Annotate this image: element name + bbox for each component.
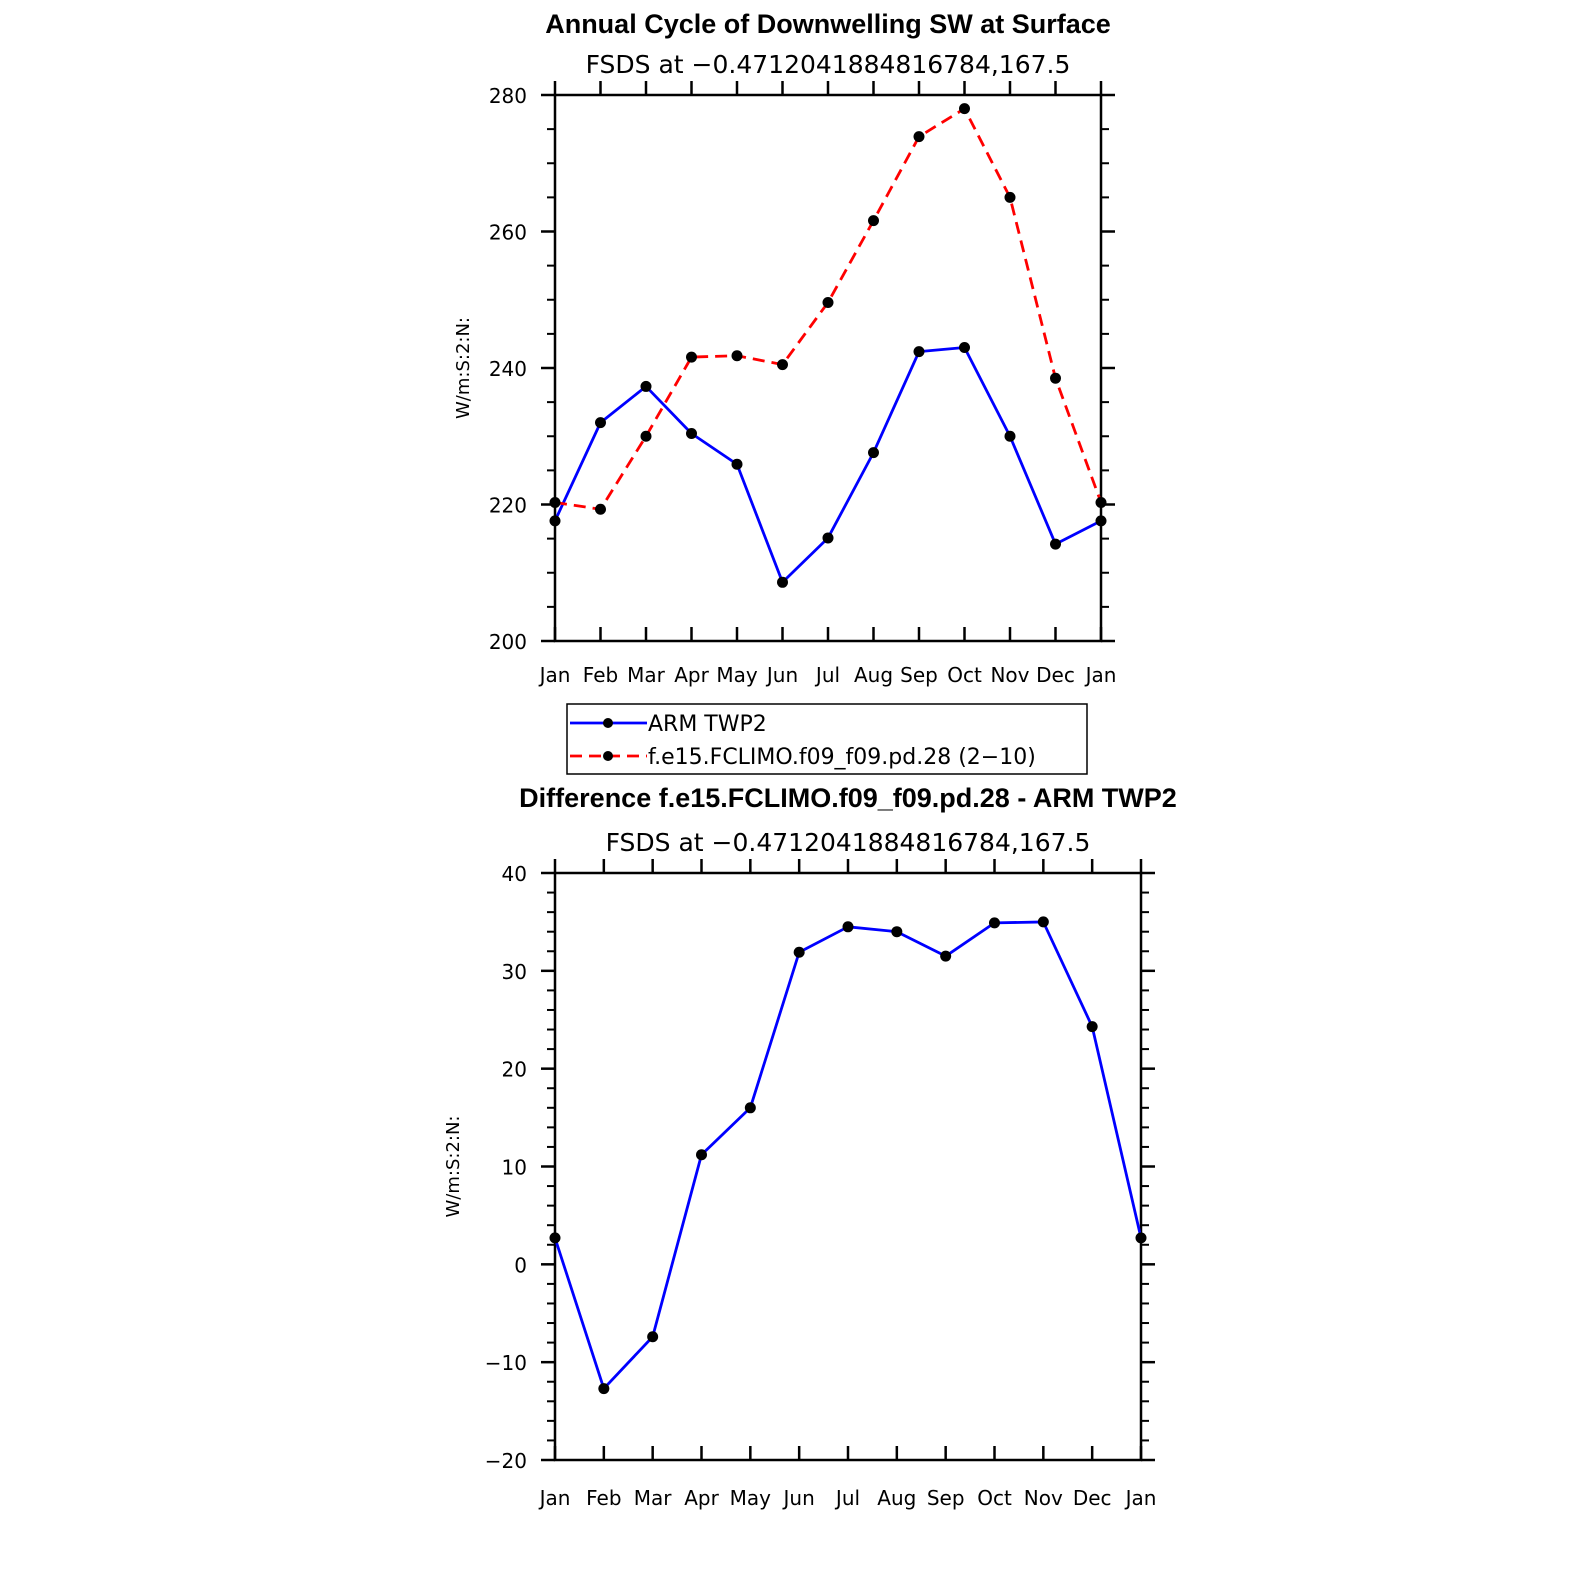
legend-marker: [603, 751, 613, 761]
data-point: [1095, 515, 1107, 527]
x-tick-label: Sep: [927, 1486, 965, 1510]
plot-frame: [553, 871, 1143, 1462]
x-tick-label: Jul: [814, 663, 840, 687]
x-tick-label: Oct: [947, 663, 982, 687]
x-tick-label: Jul: [834, 1486, 860, 1510]
data-point: [913, 131, 925, 143]
data-point: [640, 380, 652, 392]
x-tick-label: Feb: [583, 663, 618, 687]
y-tick-label: 260: [489, 221, 527, 245]
y-axis-label: W/m:S:2:N:: [453, 317, 474, 419]
data-point: [959, 103, 970, 115]
x-tick-label: Dec: [1036, 663, 1075, 687]
data-point: [686, 351, 697, 363]
chart-title: Difference f.e15.FCLIMO.f09_f09.pd.28 - …: [519, 783, 1177, 813]
legend-label: f.e15.FCLIMO.f09_f09.pd.28 (2−10): [648, 745, 1036, 770]
y-tick-label: −20: [485, 1449, 527, 1473]
y-tick-label: 0: [514, 1253, 527, 1277]
data-point: [731, 458, 743, 470]
y-tick-label: −10: [485, 1351, 527, 1375]
x-tick-label: Jan: [1084, 663, 1117, 687]
x-tick-label: May: [716, 663, 758, 687]
data-point: [822, 532, 834, 544]
series-line-1: [554, 107, 1103, 511]
y-tick-label: 200: [489, 630, 527, 654]
x-tick-label: Jun: [765, 663, 798, 687]
x-tick-label: Nov: [1024, 1486, 1063, 1510]
x-tick-label: Jan: [1124, 1486, 1157, 1510]
x-tick-label: Jun: [782, 1486, 815, 1510]
series-line-0: [553, 920, 1143, 1390]
data-point: [868, 215, 879, 227]
data-point: [744, 1102, 756, 1114]
data-point: [549, 496, 561, 508]
x-tick-label: Nov: [990, 663, 1029, 687]
x-tick-label: Mar: [627, 663, 666, 687]
x-tick-label: Dec: [1073, 1486, 1112, 1510]
data-point: [989, 917, 1000, 929]
y-tick-label: 40: [502, 862, 527, 886]
data-point: [1095, 496, 1107, 508]
data-point: [777, 576, 788, 588]
y-tick-label: 220: [489, 494, 527, 518]
data-point: [842, 921, 854, 933]
data-point: [1004, 191, 1016, 203]
y-tick-label: 240: [489, 357, 527, 381]
y-tick-label: 280: [489, 84, 527, 108]
data-point: [777, 359, 788, 371]
x-tick-label: Apr: [684, 1486, 719, 1510]
data-point: [595, 417, 606, 429]
data-point: [1037, 916, 1049, 928]
x-tick-label: Mar: [634, 1486, 673, 1510]
x-tick-label: Aug: [877, 1486, 916, 1510]
data-point: [868, 447, 879, 459]
plot-frame: [553, 93, 1103, 643]
data-point: [1086, 1021, 1098, 1033]
chart-subtitle: FSDS at −0.4712041884816784,167.5: [606, 828, 1091, 857]
data-point: [647, 1331, 659, 1343]
x-tick-label: Jan: [538, 1486, 571, 1510]
y-tick-label: 20: [502, 1058, 527, 1082]
data-point: [891, 926, 903, 938]
data-point: [731, 350, 743, 362]
data-point: [598, 1383, 610, 1395]
x-tick-label: Jan: [538, 663, 571, 687]
data-point: [640, 430, 652, 442]
x-tick-label: Aug: [854, 663, 893, 687]
data-point: [822, 296, 834, 308]
legend-marker: [603, 718, 613, 728]
data-point: [1050, 372, 1061, 384]
chart-title: Annual Cycle of Downwelling SW at Surfac…: [545, 9, 1111, 39]
series-line-0: [553, 346, 1102, 584]
x-tick-label: Apr: [674, 663, 709, 687]
data-point: [1004, 430, 1016, 442]
y-axis-label: W/m:S:2:N:: [443, 1116, 464, 1218]
y-tick-label: 30: [502, 960, 527, 984]
data-point: [595, 503, 606, 515]
data-point: [549, 515, 561, 527]
data-point: [959, 342, 970, 354]
y-tick-label: 10: [502, 1156, 527, 1180]
data-point: [913, 346, 925, 358]
data-point: [696, 1149, 707, 1161]
data-point: [1050, 538, 1061, 550]
x-tick-label: Sep: [900, 663, 938, 687]
data-point: [793, 946, 805, 958]
legend-label: ARM TWP2: [648, 712, 767, 737]
data-point: [940, 950, 952, 962]
x-tick-label: Oct: [977, 1486, 1012, 1510]
x-tick-label: Feb: [586, 1486, 621, 1510]
data-point: [686, 428, 697, 440]
x-tick-label: May: [730, 1486, 772, 1510]
chart-subtitle: FSDS at −0.4712041884816784,167.5: [586, 50, 1071, 79]
data-point: [1135, 1232, 1147, 1244]
data-point: [549, 1232, 561, 1244]
legend-box: [566, 703, 1088, 775]
